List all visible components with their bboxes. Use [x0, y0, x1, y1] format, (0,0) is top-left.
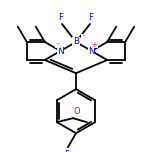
Text: O: O — [74, 107, 80, 116]
Text: N: N — [57, 47, 64, 55]
Text: F: F — [59, 14, 63, 22]
Text: N: N — [88, 47, 95, 55]
Text: F: F — [65, 150, 69, 152]
Text: ⁻: ⁻ — [81, 34, 85, 40]
Text: B: B — [73, 38, 79, 47]
Text: ⁻: ⁻ — [55, 42, 59, 48]
Text: F: F — [89, 14, 93, 22]
Text: +: + — [92, 42, 98, 48]
